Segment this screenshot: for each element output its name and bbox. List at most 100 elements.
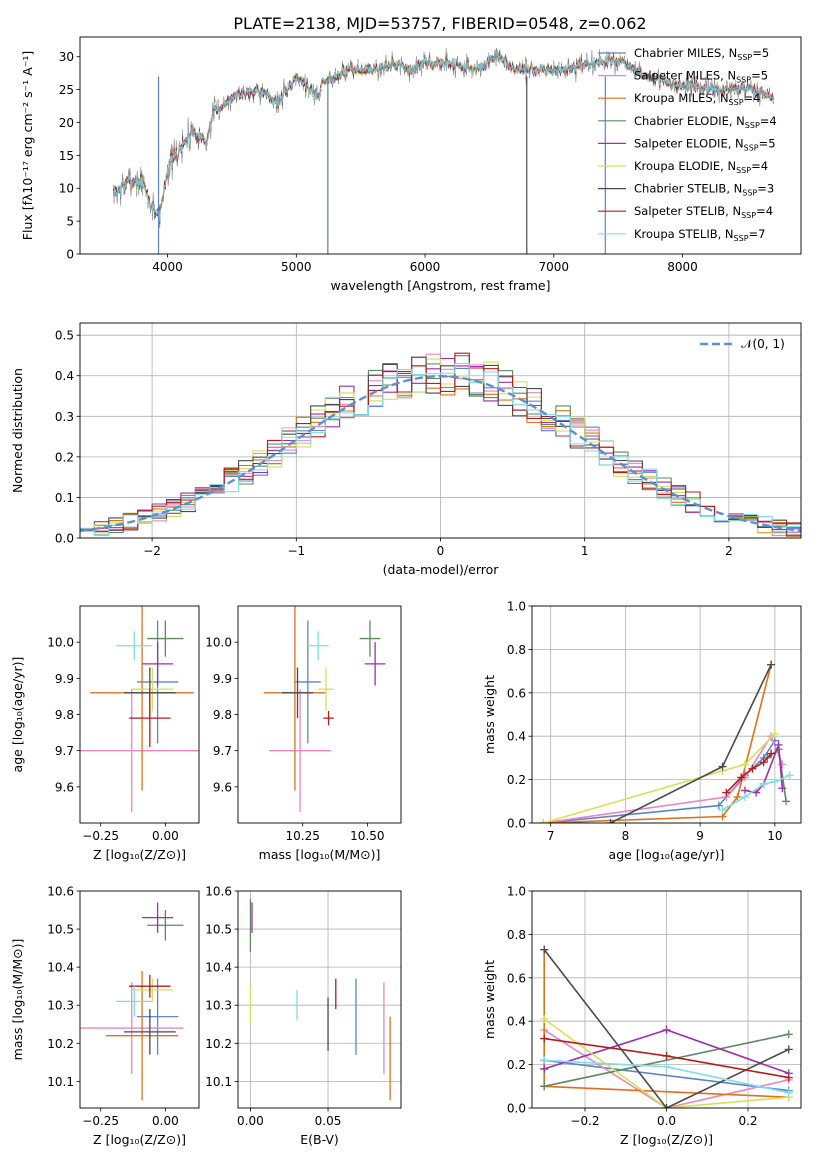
weight-marker	[770, 730, 779, 739]
weight-marker	[784, 1045, 793, 1054]
x-tick-label: 8000	[667, 260, 698, 274]
weight-series-krou_stelib	[540, 1056, 793, 1097]
age-vs-metallicity-panel: −0.25 0.00 9.6 9.7 9.8 9.9 10.0 Z [log₁₀(Z/Z⊙)]…	[10, 605, 200, 862]
x-axis-label: Z [log₁₀(Z/Z⊙)]	[93, 847, 186, 862]
y-tick-label: 0.6	[507, 686, 526, 700]
y-tick-label: 10.6	[47, 885, 74, 899]
weight-marker	[662, 1104, 671, 1108]
x-tick-label: 0.00	[152, 1114, 179, 1128]
weight-series-chab_elodie	[540, 1030, 793, 1091]
weight-marker	[662, 1062, 671, 1071]
x-tick-label: −2	[143, 544, 161, 558]
legend-label-chab_elodie: Chabrier ELODIE, NSSP=4	[634, 114, 777, 130]
errorbar-point-salp_stelib	[129, 974, 171, 998]
y-tick-label: 9.9	[55, 672, 74, 686]
mass-vs-ebv-panel: 0.00 0.05 10.1 10.2 10.3 10.4 10.5 10.6 E(B-V)	[205, 885, 402, 1147]
x-axis-label: Z [log₁₀(Z/Z⊙)]	[93, 1132, 186, 1147]
x-tick-label: −1	[287, 544, 305, 558]
weight-marker	[662, 1025, 671, 1034]
weight-marker	[759, 758, 768, 767]
y-tick-label: 0.4	[507, 1015, 526, 1029]
mass-vs-metallicity-panel: −0.25 0.00 10.1 10.2 10.3 10.4 10.5 10.6 Z [log₁…	[10, 885, 200, 1147]
y-axis-label: age [log₁₀(age/yr)]	[10, 657, 25, 773]
y-tick-label: 10.4	[205, 961, 232, 975]
errorbar-point-krou_elodie	[131, 667, 174, 711]
errorbar-point-chab_elodie	[147, 620, 184, 657]
weight-marker	[539, 819, 548, 823]
y-tick-label: 10.0	[47, 636, 74, 650]
errorbar-point-chab_stelib	[281, 667, 314, 719]
y-tick-label: 20	[59, 116, 74, 130]
residual-histogram-krou_stelib	[80, 362, 801, 535]
x-axis-label: (data-model)/error	[383, 562, 500, 577]
legend-label-salp_stelib: Salpeter STELIB, NSSP=4	[634, 204, 773, 220]
plot-area	[249, 898, 391, 1101]
x-tick-label: 6000	[410, 260, 441, 274]
y-tick-label: 0.2	[507, 1058, 526, 1072]
x-tick-label: 0.05	[315, 1114, 342, 1128]
y-tick-label: 9.6	[55, 780, 74, 794]
weight-marker	[784, 1030, 793, 1039]
y-axis-label: mass [log₁₀(M/M⊙)]	[10, 939, 25, 1061]
legend-label-krou_elodie: Kroupa ELODIE, NSSP=4	[634, 159, 768, 175]
plot-area	[540, 945, 793, 1108]
errorbar-point-krou_stelib	[116, 986, 153, 1017]
weight-series-chab_stelib	[606, 660, 776, 823]
x-tick-label: −0.2	[570, 1114, 599, 1128]
axes-frame	[79, 605, 200, 824]
residual-histogram-chab_stelib	[80, 356, 801, 536]
errorbar-point-salp_elodie	[142, 902, 174, 933]
weight-marker	[714, 801, 723, 810]
x-tick-label: 0.0	[657, 1114, 676, 1128]
weight-line	[542, 733, 776, 823]
y-tick-label: 1.0	[507, 885, 526, 899]
y-axis-label: Normed distribution	[10, 368, 25, 493]
errorbar-point-krou_stelib	[307, 631, 329, 661]
y-tick-label: 0.4	[55, 369, 74, 383]
weight-marker	[540, 945, 549, 954]
x-axis-label: age [log₁₀(age/yr)]	[609, 847, 725, 862]
x-axis-label: wavelength [Angstrom, rest frame]	[330, 278, 550, 293]
errorbar-point-chab_stelib	[123, 1009, 176, 1055]
y-tick-label: 0.6	[507, 971, 526, 985]
x-tick-label: 0.00	[237, 1114, 264, 1128]
x-axis-label: Z [log₁₀(Z/Z⊙)]	[620, 1132, 713, 1147]
weight-line	[543, 949, 790, 1108]
age-vs-mass-panel: 10.25 10.50 9.6 9.7 9.8 9.9 10.0 mass [log₁₀(M/…	[205, 605, 402, 862]
x-tick-label: 4000	[152, 260, 183, 274]
figure-title: PLATE=2138, MJD=53757, FIBERID=0548, z=0…	[233, 14, 646, 33]
weight-marker	[606, 819, 615, 823]
normal-curve	[80, 374, 801, 533]
weight-line	[544, 1033, 789, 1088]
y-tick-label: 9.6	[213, 780, 232, 794]
x-tick-label: 7000	[539, 260, 570, 274]
y-tick-label: 0.5	[55, 329, 74, 343]
legend-label-salp_elodie: Salpeter ELODIE, NSSP=5	[634, 136, 776, 152]
plot-area	[80, 352, 801, 537]
weight-marker	[540, 1082, 549, 1091]
plot-area	[263, 606, 386, 813]
y-tick-label: 0.8	[507, 643, 526, 657]
y-tick-label: 10	[59, 182, 74, 196]
y-tick-label: 0	[66, 248, 74, 262]
y-tick-label: 10.2	[205, 1037, 232, 1051]
y-tick-label: 9.8	[213, 708, 232, 722]
y-tick-label: 10.1	[205, 1075, 232, 1089]
model-spectrum-krou_stelib	[113, 50, 775, 222]
residual-histogram-salp_stelib	[80, 352, 801, 532]
y-tick-label: 15	[59, 149, 74, 163]
x-tick-label: −0.25	[82, 1114, 119, 1128]
x-tick-label: 7	[547, 829, 555, 843]
errorbar-point-salp_stelib	[129, 689, 171, 748]
weight-marker	[784, 1088, 793, 1097]
axes-frame	[79, 322, 802, 539]
errorbar-point-krou_elodie	[318, 667, 334, 711]
weight-marker	[784, 1073, 793, 1082]
y-tick-label: 10.0	[205, 636, 232, 650]
plot-area	[539, 660, 794, 823]
y-axis-label: Flux [fλ10⁻¹⁷ erg cm⁻² s⁻¹ A⁻¹]	[20, 51, 35, 240]
weight-marker	[774, 740, 783, 749]
y-tick-label: 10.4	[47, 961, 74, 975]
axes-frame	[237, 890, 402, 1109]
weight-marker	[767, 749, 776, 758]
